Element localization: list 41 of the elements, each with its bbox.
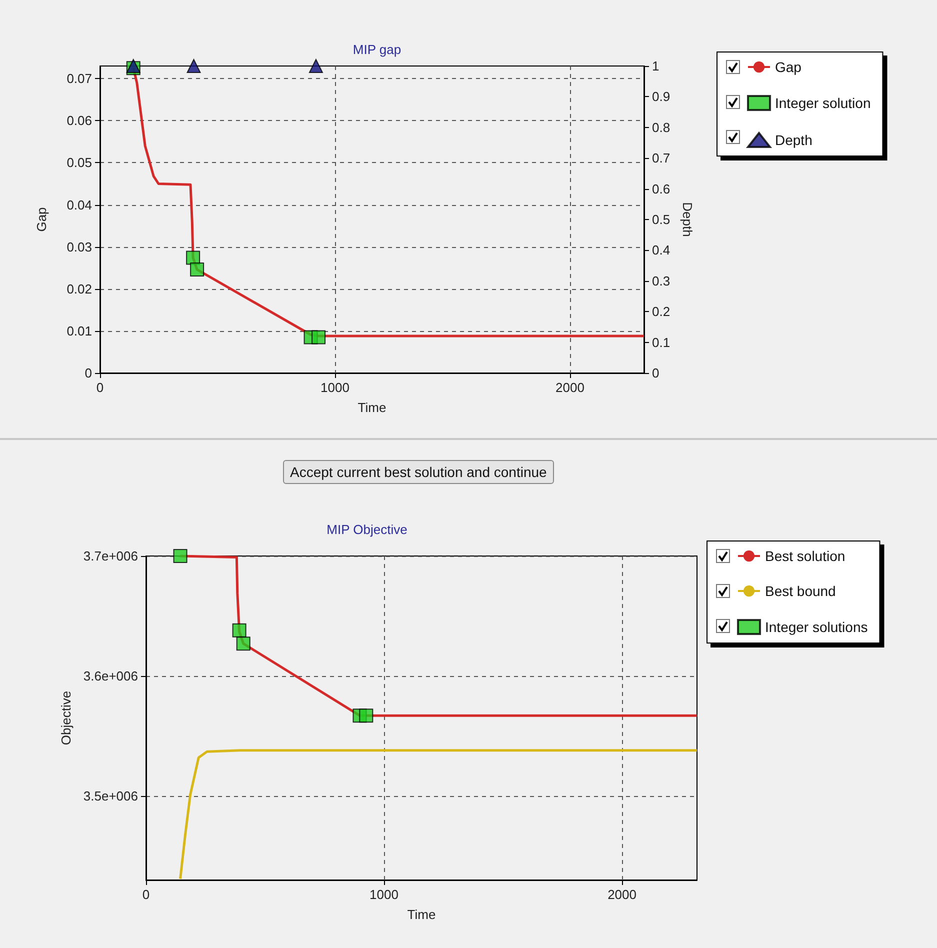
y-tick-label: 3.5e+006 (83, 788, 138, 804)
legend-label: Integer solution (775, 95, 871, 111)
legend-label: Integer solutions (765, 619, 868, 635)
x-tick-label: 0 (142, 887, 150, 902)
y2-tick-label: 0.5 (652, 212, 670, 227)
y2-tick-label: 0 (652, 366, 660, 380)
x-tick-label: 0 (96, 380, 104, 395)
legend-label: Best bound (765, 583, 836, 599)
chart-title: MIP gap (352, 42, 402, 57)
x-axis-title: Time (358, 400, 386, 415)
y-tick-label: 0.04 (66, 197, 92, 212)
y2-tick-label: 0.2 (652, 304, 670, 320)
y-tick-label: 0.03 (66, 239, 92, 254)
x-tick-label: 2000 (556, 380, 584, 395)
y-tick-label: 0.06 (66, 113, 92, 128)
y2-axis-title: Depth (680, 202, 695, 237)
x-tick-label: 1000 (370, 887, 398, 902)
y-tick-label: 3.6e+006 (83, 668, 138, 684)
y2-tick-label: 0.1 (652, 334, 670, 350)
y-tick-label: 0.05 (66, 155, 92, 170)
y2-tick-label: 0.6 (652, 181, 670, 196)
y2-tick-label: 1 (652, 58, 660, 74)
y-tick-label: 0.02 (66, 281, 92, 296)
y-tick-label: 0.01 (66, 323, 92, 338)
chart-title: MIP Objective (326, 522, 408, 537)
y2-tick-label: 0.9 (652, 89, 670, 104)
y2-tick-label: 0.4 (652, 242, 670, 258)
legend-label: Gap (775, 59, 802, 75)
y2-tick-label: 0.3 (652, 273, 670, 288)
legend-label: Best solution (765, 548, 846, 564)
legend-label: Depth (775, 132, 812, 148)
y-tick-label: 3.7e+006 (83, 548, 138, 564)
x-tick-label: 1000 (320, 380, 350, 395)
y-axis-title: Objective (58, 690, 74, 746)
y2-tick-label: 0.8 (652, 120, 670, 135)
x-axis-title: Time (407, 907, 436, 922)
y-tick-label: 0.07 (66, 71, 92, 86)
x-tick-label: 2000 (608, 887, 636, 902)
y2-tick-label: 0.7 (652, 150, 670, 166)
y-axis-title: Gap (34, 207, 49, 232)
y-tick-label: 0 (84, 366, 92, 380)
